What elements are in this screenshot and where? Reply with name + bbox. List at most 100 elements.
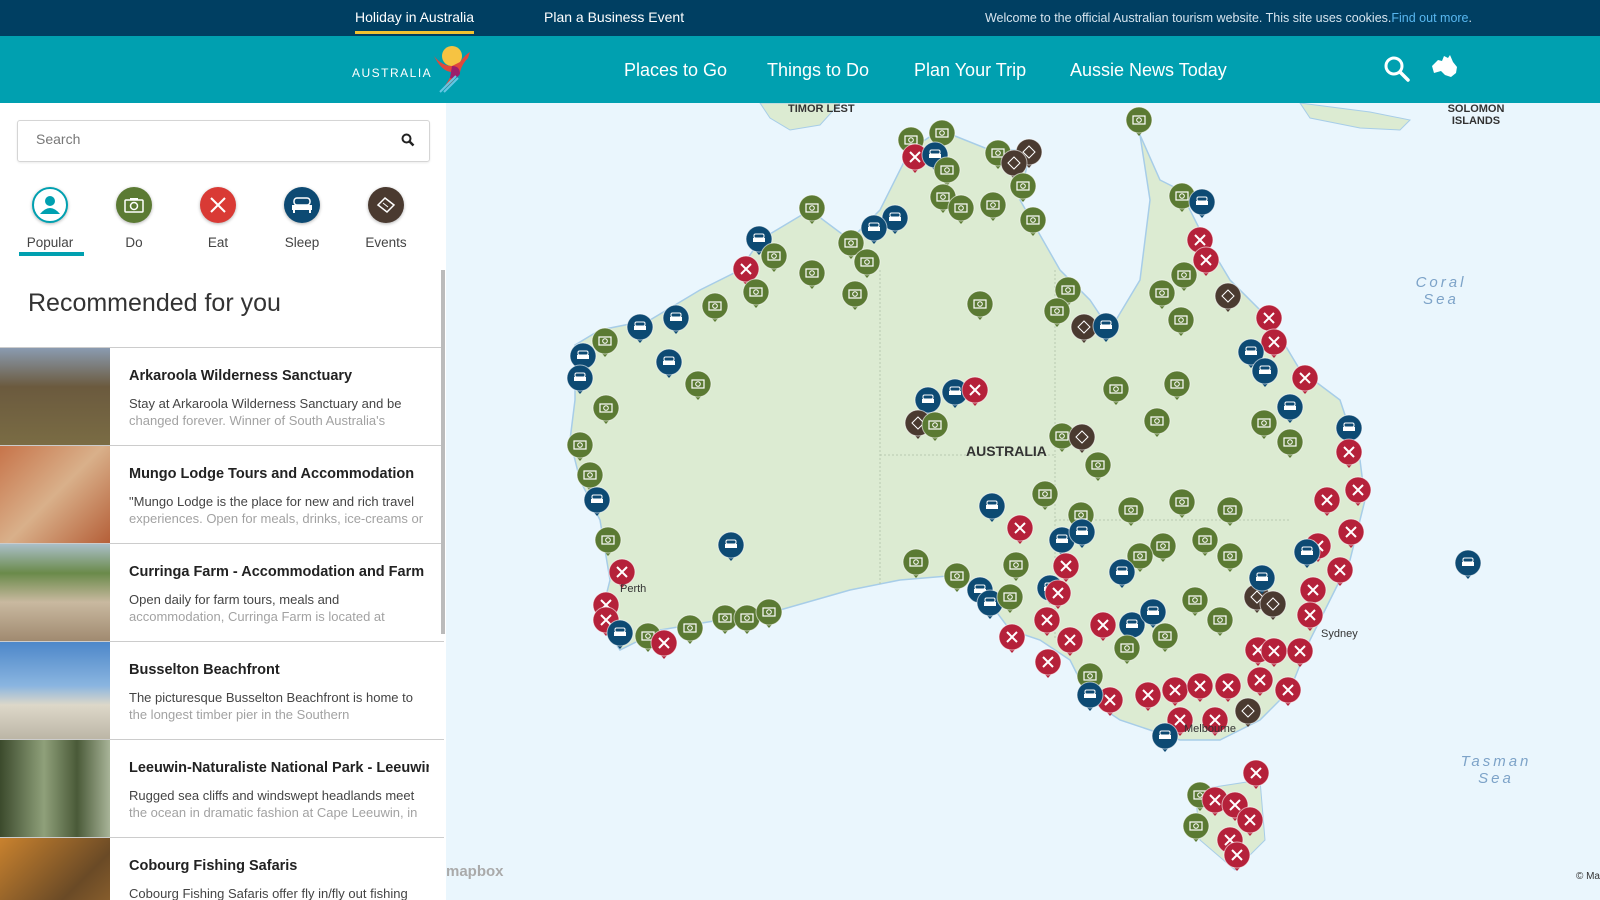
map-marker-do[interactable] [566,431,594,461]
map-marker-sleep[interactable] [1248,564,1276,594]
map-marker-events[interactable] [1068,423,1096,453]
map-marker-do[interactable] [902,548,930,578]
map-marker-do[interactable] [853,248,881,278]
map-marker-do[interactable] [1170,261,1198,291]
map-marker-eat[interactable] [1313,486,1341,516]
map-marker-do[interactable] [592,394,620,424]
list-item[interactable]: Curringa Farm - Accommodation and Farm .… [0,543,444,641]
list-item[interactable]: Mungo Lodge Tours and Accommodation "Mung… [0,445,444,543]
map-marker-sleep[interactable] [583,486,611,516]
map-marker-sleep[interactable] [1293,538,1321,568]
map-marker-events[interactable] [1214,282,1242,312]
map-marker-do[interactable] [1102,375,1130,405]
map-marker-do[interactable] [1191,526,1219,556]
map-marker-do[interactable] [1125,106,1153,136]
nav-places-to-go[interactable]: Places to Go [624,60,728,80]
map-marker-eat[interactable] [1214,672,1242,702]
map-marker-sleep[interactable] [655,348,683,378]
map-marker-do[interactable] [576,461,604,491]
tab-holiday-in-australia[interactable]: Holiday in Australia [355,9,475,34]
map-marker-sleep[interactable] [1276,393,1304,423]
map-marker-sleep[interactable] [745,225,773,255]
map-marker-do[interactable] [742,278,770,308]
map-marker-eat[interactable] [650,629,678,659]
map-marker-do[interactable] [837,229,865,259]
map-marker-eat[interactable] [1242,759,1270,789]
map-marker-eat[interactable] [1286,637,1314,667]
map-marker-do[interactable] [1031,480,1059,510]
map-copyright[interactable]: © Ma [1575,871,1600,882]
search-icon[interactable] [401,133,415,147]
scrollbar[interactable] [441,270,445,634]
map-marker-do[interactable] [760,242,788,272]
map-marker-eat[interactable] [1052,552,1080,582]
map-marker-do[interactable] [921,411,949,441]
map-marker-do[interactable] [1002,551,1030,581]
map-marker-eat[interactable] [1274,676,1302,706]
map-marker-eat[interactable] [1223,841,1251,871]
map-marker-eat[interactable] [1335,438,1363,468]
map-marker-sleep[interactable] [717,531,745,561]
map-marker-eat[interactable] [1034,648,1062,678]
map-marker-do[interactable] [1206,606,1234,636]
map-marker-do[interactable] [1168,488,1196,518]
map-marker-do[interactable] [947,194,975,224]
map-marker-eat[interactable] [1033,606,1061,636]
map-marker-eat[interactable] [732,255,760,285]
map-marker-eat[interactable] [1134,681,1162,711]
map-marker-eat[interactable] [1201,706,1229,736]
map-marker-sleep[interactable] [566,364,594,394]
map-marker-do[interactable] [1149,532,1177,562]
map-marker-do[interactable] [1167,306,1195,336]
map-marker-do[interactable] [1151,622,1179,652]
find-out-more-link[interactable]: Find out more [1391,11,1469,25]
map-marker-eat[interactable] [1296,601,1324,631]
category-sleep[interactable]: Sleep [267,187,337,250]
map-marker-do[interactable] [1148,279,1176,309]
map-marker-sleep[interactable] [1139,598,1167,628]
map-marker-do[interactable] [684,370,712,400]
nav-plan-your-trip[interactable]: Plan Your Trip [914,60,1027,80]
list-item[interactable]: Arkaroola Wilderness Sanctuary Stay at Ar… [0,347,444,445]
map-marker-eat[interactable] [1236,806,1264,836]
map-marker-sleep[interactable] [914,386,942,416]
map-marker-sleep[interactable] [978,492,1006,522]
map-marker-do[interactable] [1084,451,1112,481]
map-marker-do[interactable] [1276,428,1304,458]
map-marker-eat[interactable] [1291,364,1319,394]
map-marker-events[interactable] [1000,149,1028,179]
map-marker-sleep[interactable] [1076,681,1104,711]
map-marker-do[interactable] [591,327,619,357]
category-popular[interactable]: Popular [15,187,85,250]
list-item[interactable]: Busselton Beachfront The picturesque Buss… [0,641,444,739]
map-marker-do[interactable] [1043,297,1071,327]
map-marker-sleep[interactable] [1068,518,1096,548]
map-marker-eat[interactable] [1006,514,1034,544]
map-marker-sleep[interactable] [606,619,634,649]
map-marker-eat[interactable] [1337,518,1365,548]
map-marker-do[interactable] [798,194,826,224]
map-marker-do[interactable] [1182,812,1210,842]
map-marker-sleep[interactable] [1251,357,1279,387]
map-marker-do[interactable] [1163,370,1191,400]
category-eat[interactable]: Eat [183,187,253,250]
australia-map-icon[interactable] [1430,54,1458,80]
map-marker-sleep[interactable] [1188,188,1216,218]
map-marker-do[interactable] [1143,407,1171,437]
map-marker-do[interactable] [755,598,783,628]
search-input[interactable] [36,131,376,147]
map-marker-events[interactable] [1070,313,1098,343]
australia-logo[interactable]: AUSTRALIA [352,44,482,94]
nav-things-to-do[interactable]: Things to Do [767,60,870,80]
map-marker-sleep[interactable] [860,214,888,244]
map-marker-do[interactable] [1250,409,1278,439]
list-item[interactable]: Cobourg Fishing Safaris Cobourg Fishing S… [0,837,444,900]
map-marker-events[interactable] [1234,697,1262,727]
map-marker-do[interactable] [1216,542,1244,572]
tab-plan-business-event[interactable]: Plan a Business Event [544,9,685,25]
map-marker-eat[interactable] [998,623,1026,653]
map-marker-eat[interactable] [1326,556,1354,586]
map-marker-sleep[interactable] [1092,312,1120,342]
map-marker-eat[interactable] [961,376,989,406]
map-marker-do[interactable] [1048,422,1076,452]
